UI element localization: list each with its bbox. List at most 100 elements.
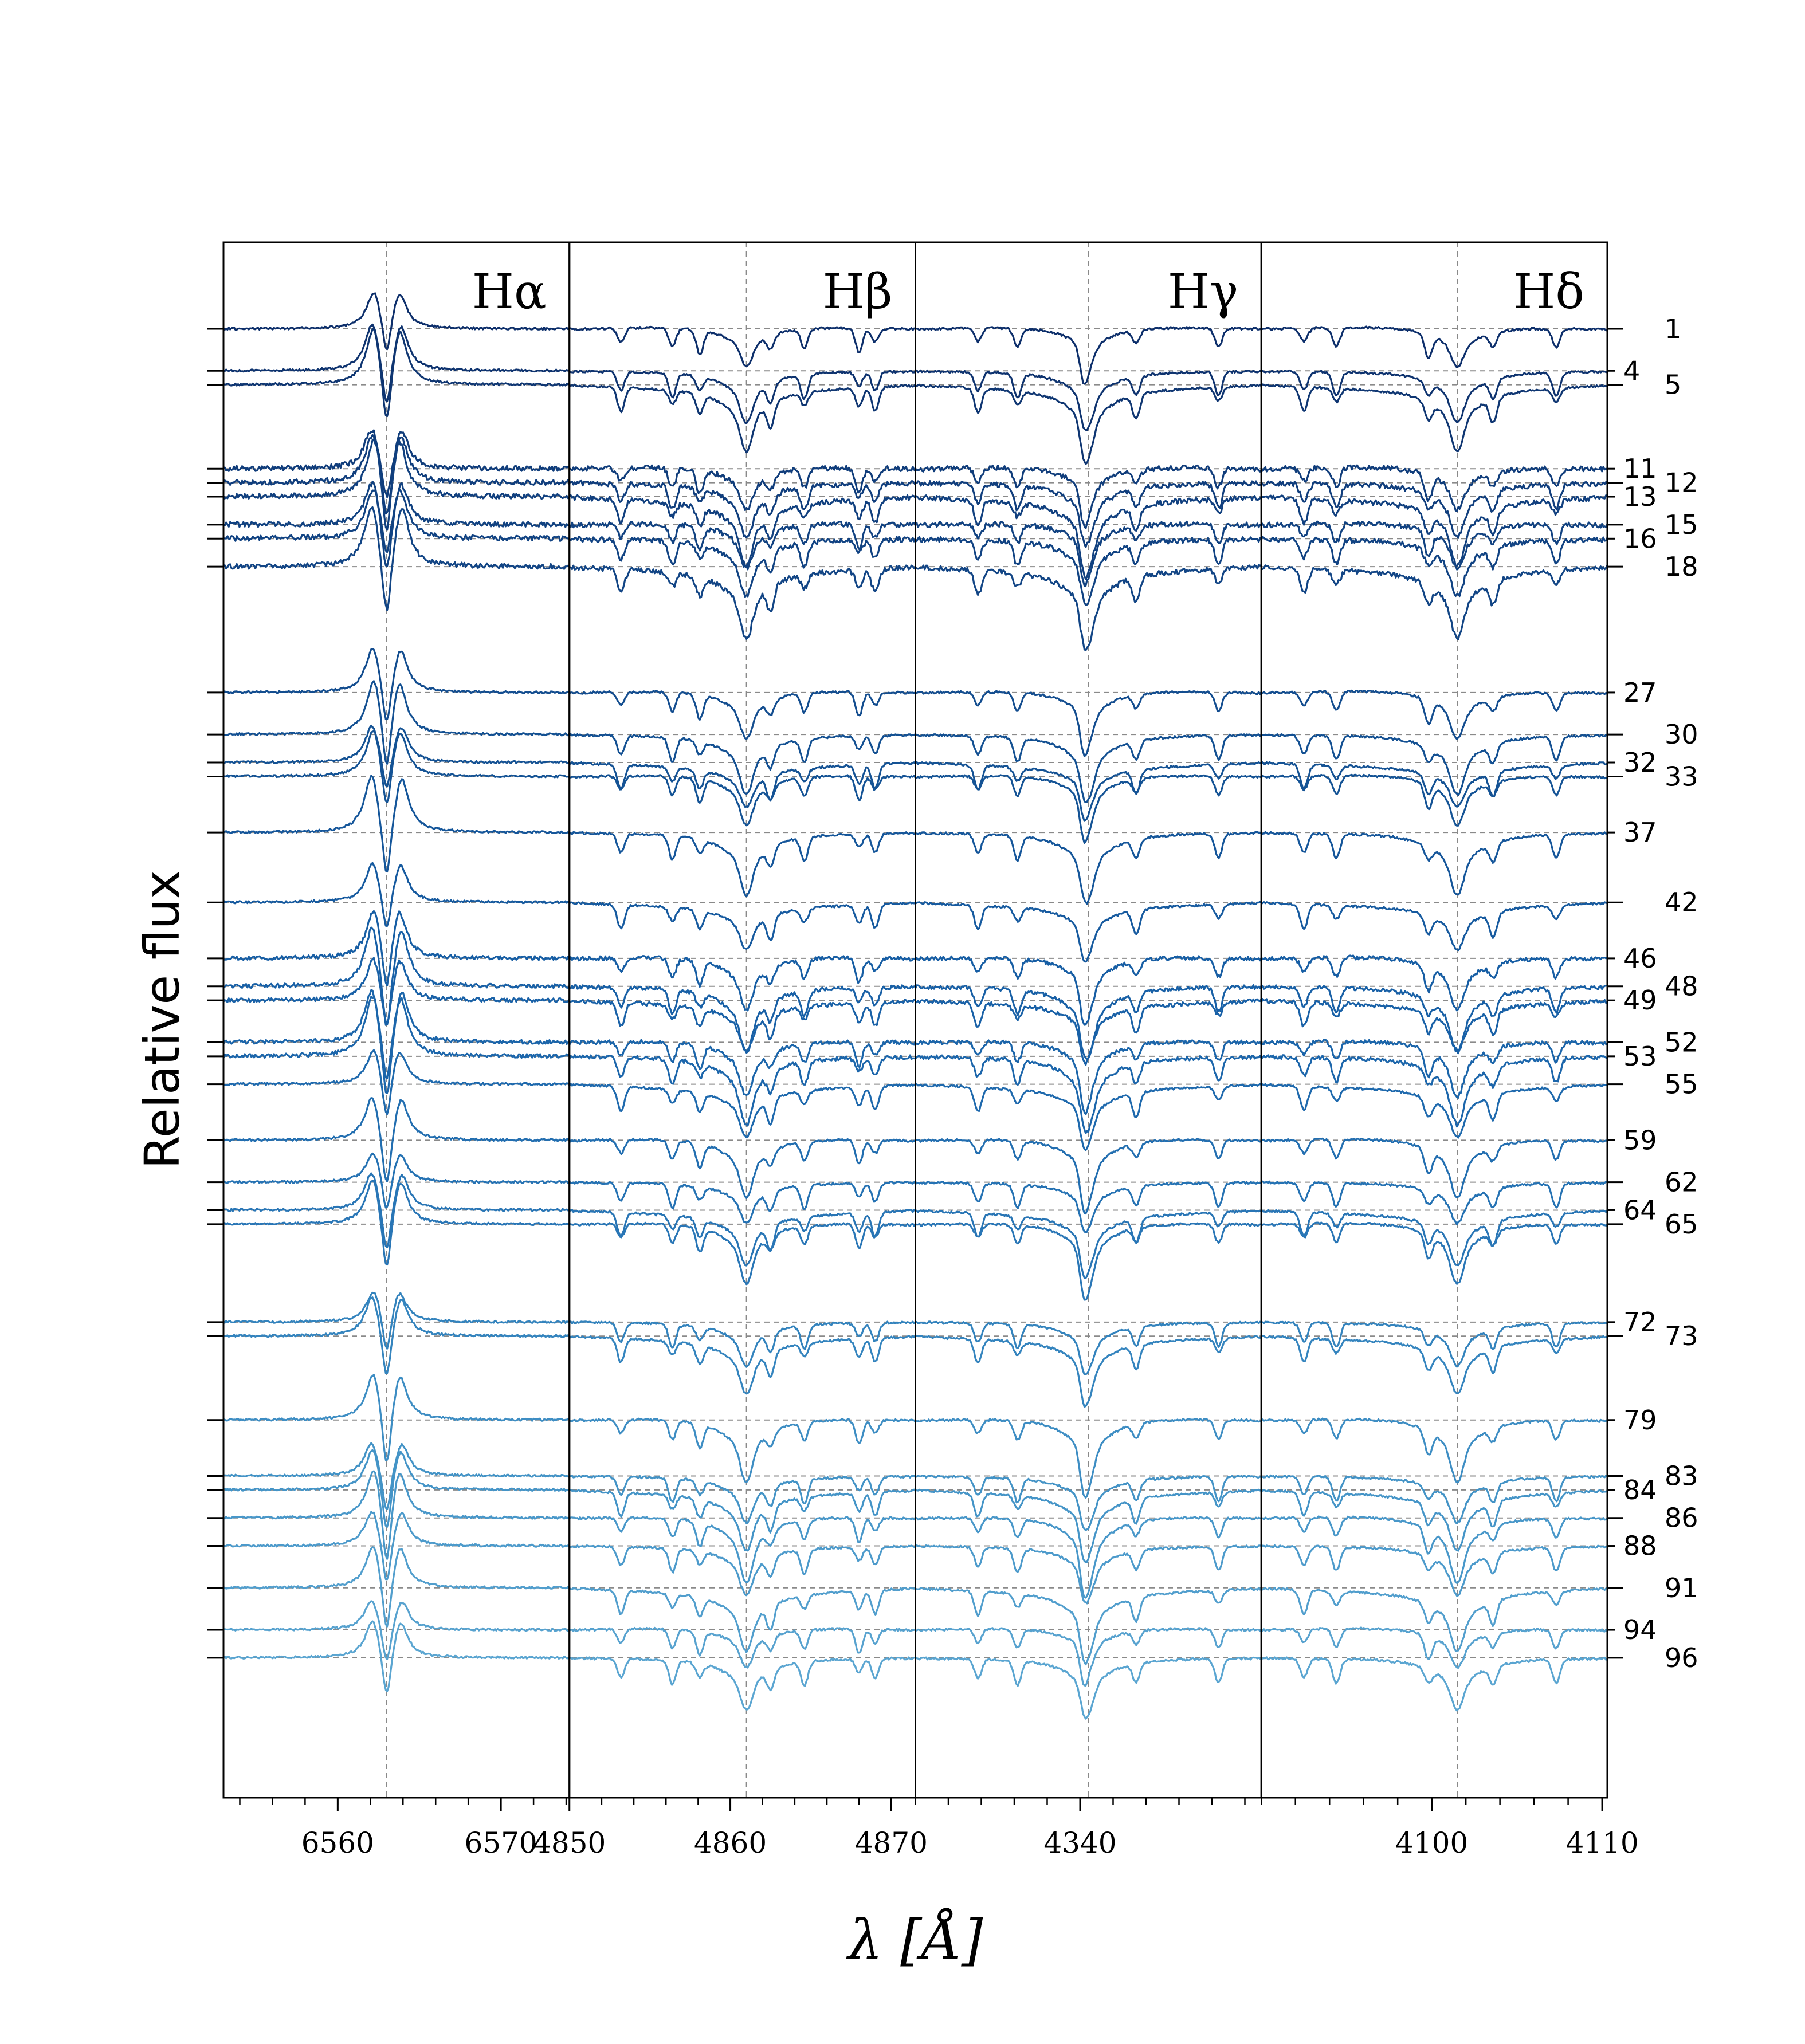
spectrum-94-Hβ	[569, 1626, 916, 1669]
series-label: 30	[1665, 719, 1698, 750]
spectrum-37-Hδ	[1261, 831, 1608, 896]
spectrum-86-Hβ	[568, 1515, 916, 1583]
spectrum-91-Hδ	[1261, 1587, 1608, 1652]
spectrum-72-Hβ	[569, 1320, 916, 1368]
spectrum-91-Hβ	[569, 1586, 916, 1653]
series-label: 15	[1665, 509, 1698, 540]
spectrum-94-Hγ	[915, 1627, 1262, 1687]
spectrum-32-Hδ	[1261, 761, 1608, 808]
spectrum-12-Hγ	[915, 480, 1262, 548]
spectrum-79-Hβ	[568, 1417, 916, 1484]
spectrum-96-Hγ	[915, 1656, 1262, 1720]
spectrum-64-Hβ	[568, 1209, 916, 1267]
series-label: 53	[1623, 1041, 1657, 1072]
spectrum-84-Hγ	[915, 1488, 1262, 1563]
series-label: 46	[1623, 943, 1657, 974]
spectrum-53-Hα	[222, 996, 570, 1094]
spectrum-5-Hβ	[568, 383, 916, 454]
x-tick-label: 6570	[465, 1826, 537, 1860]
spectrum-18-Hα	[222, 506, 570, 611]
series-label: 13	[1623, 481, 1657, 512]
spectrum-42-Hα	[222, 862, 570, 927]
spectrum-33-Hα	[223, 730, 570, 803]
spectrum-4-Hγ	[915, 369, 1262, 431]
spectrum-52-Hγ	[915, 1039, 1262, 1115]
spectrum-49-Hδ	[1260, 997, 1608, 1051]
spectrum-48-Hα	[223, 926, 571, 1026]
spectrum-46-Hδ	[1261, 954, 1608, 1012]
spectrum-46-Hα	[223, 910, 571, 987]
spectrum-62-Hβ	[568, 1180, 916, 1224]
spectrum-73-Hγ	[915, 1334, 1262, 1408]
spectrum-46-Hγ	[915, 955, 1262, 1026]
spectrum-18-Hγ	[915, 564, 1262, 651]
spectrum-16-Hα	[223, 488, 570, 568]
panel-title: Hα	[472, 264, 547, 320]
y-axis-label: Relative flux	[134, 870, 190, 1169]
series-label: 27	[1623, 677, 1657, 708]
spectrum-32-Hβ	[569, 761, 916, 808]
series-label: 42	[1665, 887, 1698, 918]
series-label: 16	[1623, 523, 1657, 554]
spectrum-27-Hα	[222, 647, 570, 721]
spectrum-59-Hδ	[1261, 1137, 1608, 1198]
spectrum-73-Hδ	[1261, 1335, 1608, 1395]
spectrum-33-Hδ	[1261, 773, 1608, 827]
series-label: 49	[1623, 985, 1657, 1016]
spectrum-5-Hγ	[915, 383, 1262, 465]
spectrum-59-Hβ	[568, 1137, 916, 1199]
spectrum-59-Hγ	[915, 1138, 1262, 1215]
series-label: 96	[1665, 1642, 1698, 1673]
spectrum-94-Hα	[223, 1600, 570, 1660]
spectrum-30-Hδ	[1261, 733, 1608, 796]
series-label: 73	[1665, 1320, 1698, 1351]
spectrum-73-Hβ	[568, 1335, 916, 1395]
series-label: 48	[1665, 971, 1698, 1002]
spectrum-84-Hδ	[1261, 1489, 1608, 1552]
spectrum-88-Hα	[223, 1511, 570, 1581]
spectrum-65-Hδ	[1261, 1221, 1608, 1285]
spectrum-86-Hδ	[1261, 1515, 1608, 1584]
spectrum-27-Hδ	[1261, 689, 1608, 740]
panel-frames	[222, 241, 1608, 1799]
spectrum-4-Hδ	[1261, 369, 1608, 423]
spectrum-11-Hβ	[569, 464, 916, 512]
spectrum-79-Hα	[223, 1374, 570, 1461]
spectrum-53-Hγ	[915, 1054, 1262, 1134]
spectrum-30-Hγ	[915, 733, 1262, 804]
spectrum-30-Hβ	[568, 733, 916, 795]
x-axis-label: λ [Å]	[846, 1908, 983, 1972]
spectrum-37-Hα	[223, 775, 570, 873]
spectrum-30-Hα	[223, 680, 571, 765]
series-label: 5	[1665, 370, 1681, 400]
spectrum-65-Hα	[223, 1180, 570, 1266]
spectrum-5-Hα	[223, 328, 570, 418]
spectrum-72-Hδ	[1261, 1320, 1608, 1368]
spectrum-49-Hγ	[915, 998, 1262, 1066]
spectrum-27-Hβ	[569, 690, 916, 740]
spectrum-53-Hβ	[568, 1054, 916, 1127]
spectrum-62-Hγ	[915, 1181, 1262, 1233]
axis-ticks	[207, 328, 1623, 1811]
spectrum-55-Hγ	[915, 1083, 1262, 1151]
spectrum-48-Hδ	[1260, 984, 1608, 1055]
spectrum-79-Hγ	[915, 1418, 1262, 1499]
spectrum-52-Hδ	[1261, 1039, 1608, 1099]
series-label: 1	[1665, 313, 1681, 344]
x-tick-label: 4100	[1395, 1826, 1468, 1860]
spectrum-15-Hγ	[915, 520, 1262, 587]
spectrum-94-Hδ	[1261, 1626, 1608, 1669]
spectrum-53-Hδ	[1261, 1054, 1608, 1128]
x-tick-label: 4870	[855, 1826, 928, 1860]
spectrum-52-Hβ	[568, 1039, 917, 1096]
series-label: 52	[1665, 1027, 1698, 1058]
spectrum-49-Hα	[222, 957, 571, 1026]
spectrum-42-Hβ	[568, 901, 916, 950]
spectrum-18-Hδ	[1261, 564, 1608, 640]
spectrum-1-Hα	[222, 292, 570, 351]
spectrum-11-Hγ	[915, 464, 1262, 529]
spectrum-42-Hδ	[1261, 901, 1608, 952]
series-label: 12	[1665, 467, 1698, 498]
spectrum-33-Hβ	[569, 774, 916, 827]
